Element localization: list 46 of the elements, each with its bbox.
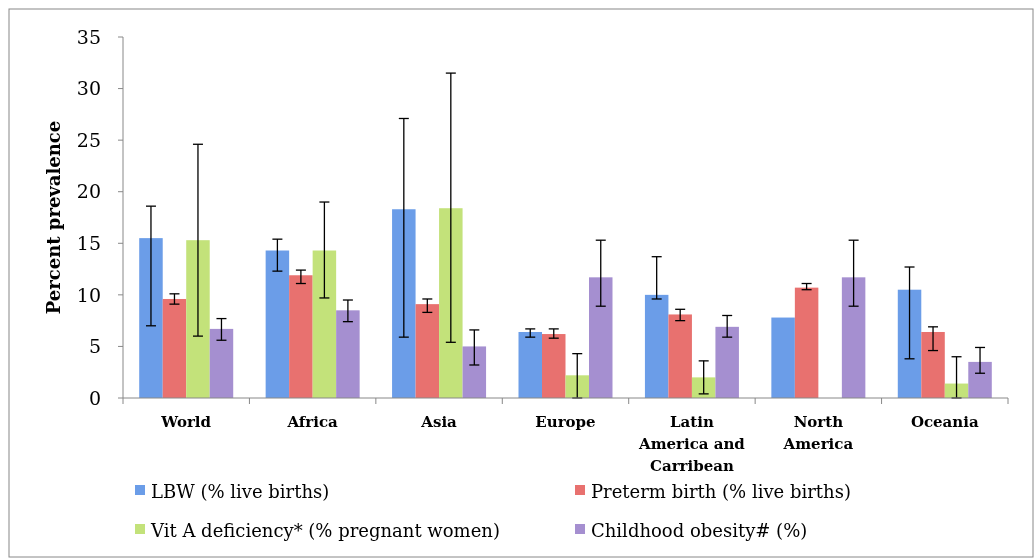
bar [565, 375, 589, 398]
bar [518, 331, 542, 398]
bar [771, 317, 795, 398]
legend-label: Preterm birth (% live births) [591, 481, 851, 503]
bar [336, 310, 360, 398]
y-tick-label: 0 [88, 386, 101, 409]
x-tick-label: Latin America and Carribean [638, 413, 746, 475]
x-tick-label: North America [782, 413, 854, 453]
bar [968, 361, 992, 398]
x-tick-label: World [160, 413, 212, 431]
bar [921, 331, 945, 398]
bar [542, 334, 566, 398]
legend-label: LBW (% live births) [151, 481, 330, 503]
y-tick-label: 15 [76, 231, 101, 254]
y-tick-label: 30 [76, 77, 101, 100]
bar [162, 298, 187, 398]
y-tick-label: 35 [76, 25, 101, 48]
bar [841, 277, 866, 398]
x-tick-label: Europe [535, 413, 596, 431]
bar [691, 377, 716, 398]
y-tick-label: 25 [76, 128, 101, 151]
y-tick-label: 10 [76, 283, 101, 306]
x-tick-label: Africa [286, 413, 339, 431]
bar [186, 240, 210, 398]
bar [439, 208, 463, 398]
bar [392, 209, 416, 398]
bar [644, 294, 669, 398]
x-tick-label: Asia [420, 413, 458, 431]
bar [415, 304, 440, 398]
bar [897, 289, 922, 398]
bar [794, 287, 819, 398]
bar [265, 250, 290, 398]
bar [139, 238, 163, 398]
bar [312, 250, 337, 398]
legend-label: Vit A deficiency* (% pregnant women) [150, 520, 500, 542]
y-axis-title: Percent prevalence [43, 120, 64, 315]
bar [668, 314, 692, 398]
x-tick-label: Oceania [910, 413, 979, 431]
bar [589, 277, 613, 398]
bar [289, 275, 313, 398]
bar [715, 326, 739, 398]
bar [209, 328, 234, 398]
bar [462, 346, 487, 398]
y-tick-label: 5 [88, 335, 101, 358]
legend-label: Childhood obesity# (%) [591, 520, 808, 542]
y-tick-label: 20 [76, 180, 101, 203]
